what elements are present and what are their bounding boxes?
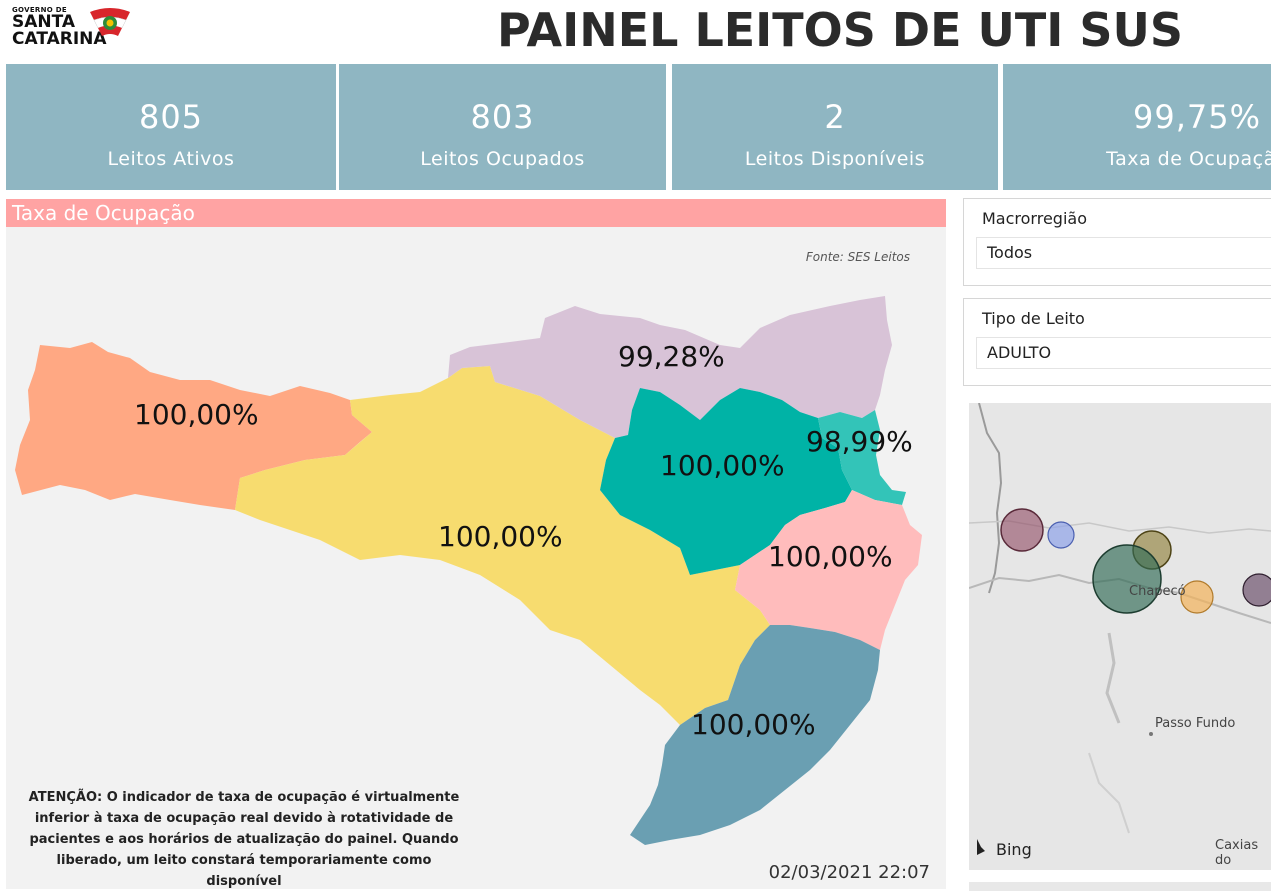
map-bubble xyxy=(1000,508,1044,552)
macrorregiao-select[interactable]: Todos xyxy=(976,237,1271,269)
kpi-value: 803 xyxy=(470,98,535,136)
city-caxias: Caxias do xyxy=(1215,838,1259,868)
city-passo-fundo: Passo Fundo xyxy=(1155,716,1236,731)
kpi-leitos-ocupados: 803 Leitos Ocupados xyxy=(339,64,666,190)
map-bubble xyxy=(1242,573,1271,607)
region-label-oeste: 100,00% xyxy=(134,398,259,431)
region-label-vale-itajai: 100,00% xyxy=(660,449,785,482)
region-label-sul: 100,00% xyxy=(691,708,816,741)
bing-map[interactable]: Chapecó Passo Fundo Caxias do Bing xyxy=(969,403,1271,870)
logo-text-top: GOVERNO DE xyxy=(12,6,67,14)
occupancy-warning: ATENÇÃO: O indicador de taxa de ocupação… xyxy=(24,787,464,892)
region-label-foz-itajai: 98,99% xyxy=(806,425,913,458)
kpi-label: Leitos Ocupados xyxy=(420,148,585,170)
map-header: Taxa de Ocupação xyxy=(6,199,946,227)
kpi-value: 99,75% xyxy=(1132,98,1261,136)
macrorregiao-filter: Macrorregião Todos xyxy=(963,198,1271,286)
kpi-label: Leitos Disponíveis xyxy=(744,148,926,170)
region-vale-itajai[interactable] xyxy=(600,388,852,575)
kpi-value: 805 xyxy=(138,98,204,136)
warning-line: liberado, um leito constará temporariame… xyxy=(56,853,432,889)
tipo-leito-select[interactable]: ADULTO xyxy=(976,337,1271,369)
region-grande-florianopolis[interactable] xyxy=(735,490,922,650)
warning-line: pacientes e aos horários de atualização … xyxy=(29,832,459,847)
kpi-leitos-disponiveis: 2 Leitos Disponíveis xyxy=(672,64,998,190)
warning-line: ATENÇÃO: O indicador de taxa de ocupação… xyxy=(28,790,460,805)
region-label-meio-oeste: 100,00% xyxy=(438,520,563,553)
region-sul[interactable] xyxy=(630,625,880,845)
map-source: Fonte: SES Leitos xyxy=(805,250,910,264)
map-bubble xyxy=(1047,521,1075,549)
kpi-value: 2 xyxy=(824,98,846,136)
santa-catarina-logo: GOVERNO DE SANTA CATARINA xyxy=(10,4,130,54)
bottom-panel-edge xyxy=(969,882,1271,891)
tipo-leito-filter: Tipo de Leito ADULTO xyxy=(963,298,1271,386)
map-bubble xyxy=(1180,580,1214,614)
region-label-grande-florianopolis: 100,00% xyxy=(768,540,893,573)
map-terrain xyxy=(969,403,1271,855)
region-label-planalto-norte: 99,28% xyxy=(618,340,725,373)
kpi-label: Leitos Ativos xyxy=(107,148,235,170)
update-timestamp: 02/03/2021 22:07 xyxy=(768,862,930,883)
filter-title: Tipo de Leito xyxy=(982,309,1085,328)
flag-emblem-icon xyxy=(90,8,130,36)
bing-attribution: Bing xyxy=(996,840,1032,859)
page-title: PAINEL LEITOS DE UTI SUS xyxy=(496,3,1184,57)
region-planalto-norte[interactable] xyxy=(448,296,892,438)
filter-title: Macrorregião xyxy=(982,209,1087,228)
region-foz-itajai[interactable] xyxy=(818,410,906,505)
city-chapeco: Chapecó xyxy=(1129,584,1186,599)
logo-text-line1: SANTA xyxy=(12,12,76,32)
kpi-label: Taxa de Ocupação xyxy=(1106,148,1271,170)
map-bubble xyxy=(1092,544,1162,614)
santa-catarina-map xyxy=(15,296,922,845)
warning-line: inferior à taxa de ocupação real devido … xyxy=(34,811,454,826)
region-oeste[interactable] xyxy=(15,342,372,510)
logo-text-line2: CATARINA xyxy=(12,29,107,49)
kpi-leitos-ativos: 805 Leitos Ativos xyxy=(6,64,336,190)
region-meio-oeste[interactable] xyxy=(235,366,770,725)
kpi-taxa-ocupacao: 99,75% Taxa de Ocupação xyxy=(1003,64,1271,190)
